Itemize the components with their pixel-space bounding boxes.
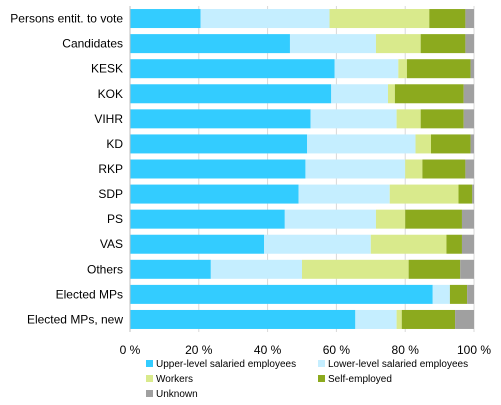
bar-segment [446, 234, 462, 254]
x-tick-label: 20 % [185, 343, 213, 357]
bar-segment [130, 9, 201, 29]
bar-segment [305, 159, 406, 179]
bar-segment [375, 34, 421, 54]
bar-segment [130, 134, 308, 154]
legend-label: Workers [156, 374, 193, 385]
bar-segment [472, 184, 474, 204]
bar-segment [461, 209, 474, 229]
bar-segment [130, 59, 335, 79]
bar-segment [398, 59, 407, 79]
legend-swatch [318, 375, 325, 382]
bar-segment [130, 159, 306, 179]
category-label: KD [106, 137, 123, 151]
legend-swatch [146, 375, 153, 382]
bar-segment [415, 134, 431, 154]
bar-segment [130, 84, 332, 104]
category-label: Elected MPs, new [27, 312, 123, 326]
x-tick-label: 80 % [392, 343, 420, 357]
bar-segment [200, 9, 330, 29]
bar-segment [307, 134, 416, 154]
bar-segment [375, 209, 406, 229]
bar-segment [467, 284, 474, 304]
bar-segment [394, 84, 464, 104]
bar-segment [355, 309, 397, 329]
bar-segment [396, 109, 421, 129]
bar-segment [388, 84, 395, 104]
bar-segment [329, 9, 430, 29]
x-tick-label: 0 % [120, 343, 141, 357]
bar-segment [331, 84, 388, 104]
legend-swatch [146, 390, 153, 397]
bar-segment [465, 9, 474, 29]
bar-segment [130, 184, 299, 204]
bar-segment [422, 159, 466, 179]
bar-segment [432, 284, 450, 304]
bar-segment [389, 184, 459, 204]
bar-segment [470, 134, 474, 154]
legend-label: Self-employed [328, 374, 392, 385]
category-label: PS [107, 212, 123, 226]
bar-segment [463, 84, 474, 104]
category-label: VIHR [94, 112, 123, 126]
bar-segment [465, 34, 474, 54]
category-label: Others [87, 262, 123, 276]
bar-segment [406, 59, 471, 79]
bar-segment [264, 234, 371, 254]
bar-segment [130, 209, 285, 229]
category-labels: Persons entit. to vote Candidates KESK KOK V… [10, 12, 123, 327]
category-label: RKP [98, 162, 123, 176]
bar-segment [334, 59, 399, 79]
bar-segment [465, 159, 474, 179]
legend-label: Unknown [156, 389, 198, 400]
category-label: VAS [100, 237, 123, 251]
bar-segment [458, 184, 473, 204]
bar-segment [449, 284, 468, 304]
bar-segment [420, 109, 464, 129]
bar-segment [130, 34, 290, 54]
bar-segment [289, 34, 376, 54]
bar-segment [130, 234, 265, 254]
bar-segment [461, 234, 474, 254]
bar-segment [408, 259, 461, 279]
category-label: KESK [91, 62, 123, 76]
x-tick-label: 100 % [457, 343, 491, 357]
bar-segment [460, 259, 474, 279]
bar-segment [401, 309, 456, 329]
category-label: Persons entit. to vote [10, 12, 123, 26]
x-tick-labels: 0 % 20 % 40 % 60 % 80 % 100 % [120, 343, 492, 357]
category-label: SDP [98, 187, 123, 201]
bars [130, 9, 474, 329]
legend-swatch [146, 360, 153, 367]
bar-segment [284, 209, 376, 229]
bar-segment [310, 109, 397, 129]
bar-segment [396, 309, 402, 329]
category-label: Candidates [62, 37, 123, 51]
legend-label: Lower-level salaried employees [328, 359, 468, 370]
x-tick-label: 60 % [323, 343, 351, 357]
bar-segment [431, 134, 471, 154]
bar-segment [130, 259, 211, 279]
legend: Upper-level salaried employees Lower-leve… [146, 359, 468, 400]
category-label: Elected MPs [56, 287, 123, 301]
x-tick-label: 40 % [254, 343, 282, 357]
bar-segment [370, 234, 447, 254]
bar-segment [298, 184, 390, 204]
category-label: KOK [98, 87, 123, 101]
bar-segment [470, 59, 474, 79]
bar-segment [210, 259, 302, 279]
bar-segment [463, 109, 474, 129]
bar-segment [455, 309, 474, 329]
bar-segment [429, 9, 466, 29]
bar-segment [130, 109, 311, 129]
bar-segment [130, 309, 356, 329]
bar-segment [405, 159, 423, 179]
bar-segment [405, 209, 462, 229]
legend-swatch [318, 360, 325, 367]
bar-segment [420, 34, 466, 54]
bar-segment [130, 284, 433, 304]
legend-label: Upper-level salaried employees [156, 359, 296, 370]
bar-segment [302, 259, 409, 279]
